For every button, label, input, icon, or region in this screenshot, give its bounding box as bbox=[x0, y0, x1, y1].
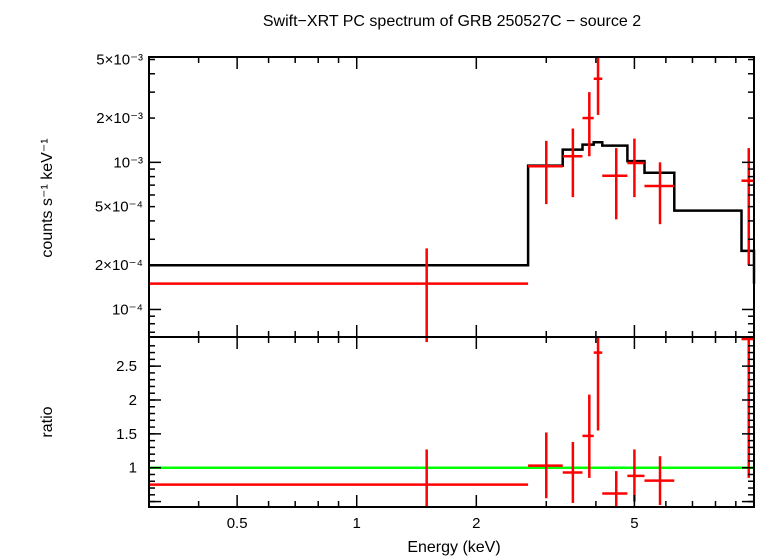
top-data-point bbox=[644, 162, 675, 225]
top-y-tick-label: 2×10⁻⁴ bbox=[95, 257, 143, 274]
top-y-tick-labels: 5×10⁻³ 2×10⁻³ 10⁻³ 5×10⁻⁴ 2×10⁻⁴ 10⁻⁴ bbox=[95, 52, 143, 319]
top-y-tick-label: 5×10⁻³ bbox=[96, 52, 143, 69]
top-y-tick-label: 10⁻³ bbox=[113, 154, 143, 171]
bottom-y-tick-labels: 1 1.5 2 2.5 bbox=[116, 358, 137, 477]
model-step-line bbox=[149, 140, 756, 284]
top-ticks-group bbox=[148, 57, 754, 337]
top-panel bbox=[148, 56, 756, 343]
top-y-tick-label: 2×10⁻³ bbox=[96, 110, 143, 127]
ratio-data-point bbox=[582, 394, 594, 478]
top-data-point bbox=[627, 138, 645, 198]
x-tick-labels: 0.5 1 2 5 bbox=[227, 515, 639, 532]
top-y-tick-label: 5×10⁻⁴ bbox=[95, 199, 143, 216]
ratio-data-point bbox=[644, 456, 675, 505]
top-data-group bbox=[149, 57, 754, 343]
top-data-point bbox=[582, 92, 594, 157]
bottom-y-tick-label: 1 bbox=[129, 460, 137, 477]
x-axis-title: Energy (keV) bbox=[407, 539, 500, 556]
x-tick-label: 2 bbox=[472, 515, 480, 532]
x-tick-label: 5 bbox=[630, 515, 638, 532]
top-data-point bbox=[593, 57, 603, 115]
bottom-panel bbox=[148, 336, 755, 508]
x-tick-label: 0.5 bbox=[227, 515, 248, 532]
top-data-point bbox=[602, 148, 628, 220]
bottom-y-axis-title: ratio bbox=[39, 406, 56, 437]
ratio-data-point bbox=[562, 441, 583, 503]
bottom-data-group bbox=[149, 337, 754, 507]
ratio-data-point bbox=[593, 337, 603, 431]
top-y-axis-title: counts s⁻¹ keV⁻¹ bbox=[39, 138, 56, 257]
top-y-tick-label: 10⁻⁴ bbox=[112, 301, 143, 318]
bottom-y-tick-label: 2 bbox=[129, 392, 137, 409]
ratio-data-point bbox=[627, 449, 645, 502]
ratio-data-point bbox=[602, 471, 628, 507]
top-model-group bbox=[149, 140, 756, 284]
x-tick-label: 1 bbox=[353, 515, 361, 532]
top-data-point bbox=[528, 140, 563, 205]
ratio-data-point bbox=[528, 432, 563, 499]
ratio-data-point bbox=[149, 449, 529, 507]
top-data-point bbox=[562, 128, 583, 198]
chart-title: Swift−XRT PC spectrum of GRB 250527C − s… bbox=[263, 13, 641, 30]
bottom-y-tick-label: 1.5 bbox=[116, 426, 137, 443]
bottom-y-tick-label: 2.5 bbox=[116, 358, 137, 375]
top-data-point bbox=[149, 248, 529, 343]
bottom-panel-frame bbox=[148, 336, 755, 508]
top-panel-frame bbox=[148, 56, 755, 338]
